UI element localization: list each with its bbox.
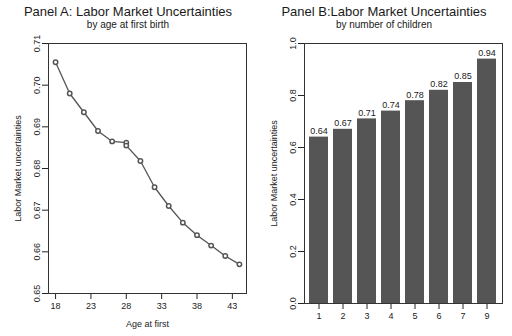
svg-text:0.2: 0.2 xyxy=(288,245,298,258)
svg-text:3: 3 xyxy=(364,311,369,321)
svg-text:43: 43 xyxy=(227,301,237,311)
svg-text:6: 6 xyxy=(436,311,441,321)
svg-text:28: 28 xyxy=(121,301,131,311)
svg-text:0.65: 0.65 xyxy=(32,285,42,303)
svg-text:0.71: 0.71 xyxy=(358,108,376,118)
svg-text:Age at first: Age at first xyxy=(126,319,170,329)
svg-text:0.94: 0.94 xyxy=(478,48,496,58)
svg-text:0.70: 0.70 xyxy=(32,76,42,94)
svg-text:0.64: 0.64 xyxy=(310,126,328,136)
html-text:by age at first birth: by age at first birth xyxy=(86,19,170,30)
svg-text:7: 7 xyxy=(460,311,465,321)
svg-text:0.8: 0.8 xyxy=(288,89,298,102)
svg-text:0.66: 0.66 xyxy=(32,243,42,261)
svg-text:5: 5 xyxy=(412,311,417,321)
svg-text:Labor Market uncertainties: Labor Market uncertainties xyxy=(13,115,23,222)
svg-text:18: 18 xyxy=(51,301,61,311)
svg-text:23: 23 xyxy=(86,301,96,311)
svg-text:0.82: 0.82 xyxy=(430,79,448,89)
svg-text:2: 2 xyxy=(340,311,345,321)
html-text:by number of children: by number of children xyxy=(335,19,433,30)
svg-text:0.4: 0.4 xyxy=(288,193,298,206)
svg-text:0.67: 0.67 xyxy=(334,118,352,128)
svg-text:4: 4 xyxy=(388,311,393,321)
svg-text:0.68: 0.68 xyxy=(32,160,42,178)
svg-text:0.6: 0.6 xyxy=(288,141,298,154)
svg-text:38: 38 xyxy=(192,301,202,311)
svg-text:0.71: 0.71 xyxy=(32,35,42,53)
html-text:Panel B:Labor Market Uncertain: Panel B:Labor Market Uncertainties xyxy=(281,4,487,19)
svg-text:0.69: 0.69 xyxy=(32,118,42,136)
svg-text:0.78: 0.78 xyxy=(406,90,424,100)
svg-text:1.0: 1.0 xyxy=(288,37,298,50)
svg-text:33: 33 xyxy=(157,301,167,311)
svg-text:Labor Market uncertainties: Labor Market uncertainties xyxy=(269,120,279,227)
svg-text:1: 1 xyxy=(316,311,321,321)
svg-text:0.85: 0.85 xyxy=(454,71,472,81)
svg-text:0.74: 0.74 xyxy=(382,100,400,110)
html-text:Panel A: Labor Market Uncertai: Panel A: Labor Market Uncertainties xyxy=(23,4,232,19)
svg-text:9: 9 xyxy=(484,311,489,321)
svg-text:0.0: 0.0 xyxy=(288,297,298,310)
svg-text:0.67: 0.67 xyxy=(32,201,42,219)
